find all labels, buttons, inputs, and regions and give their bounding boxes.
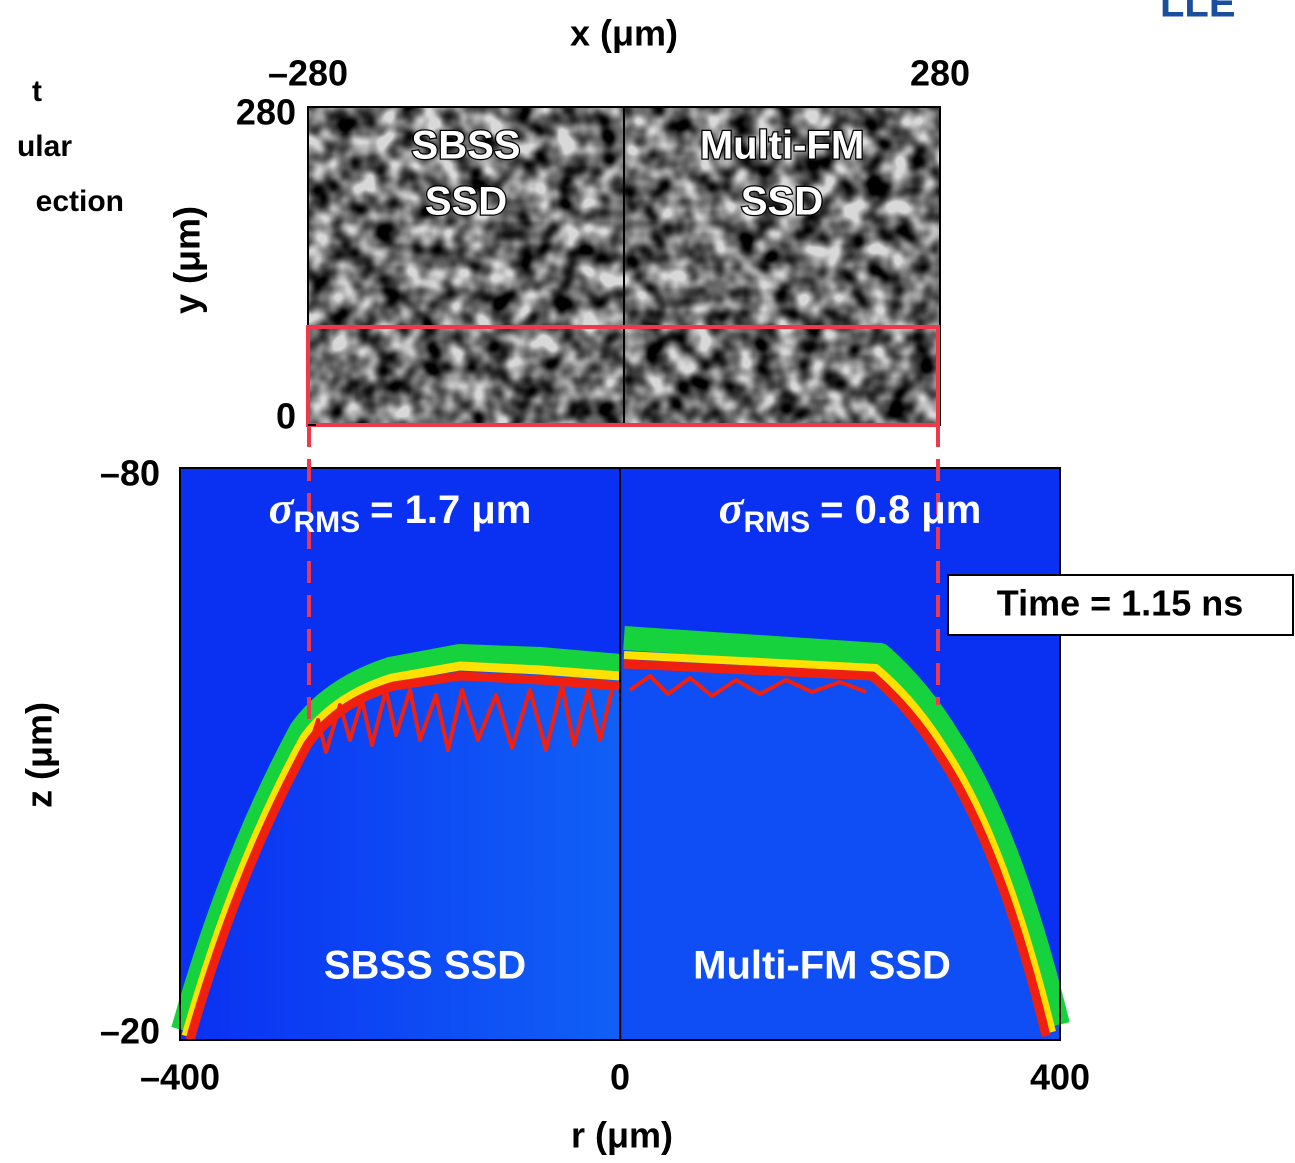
side-note: ection	[36, 185, 124, 218]
x-tick-label: 280	[910, 53, 970, 94]
front-yellow	[623, 651, 1056, 1033]
subscript: RMS	[293, 506, 360, 539]
sigma-annotation: σRMS = 0.8 μm	[719, 482, 982, 539]
text: = 0.8 μm	[820, 488, 981, 532]
front-green	[623, 626, 1070, 1028]
logo: LLE	[1160, 0, 1236, 26]
x-tick-label: –400	[140, 1057, 220, 1098]
sigma-annotation: σRMS = 1.7 μm	[269, 482, 532, 539]
x-axis-label: r (μm)	[571, 1115, 673, 1156]
front-yellow	[181, 661, 621, 1038]
front-green	[171, 644, 621, 1033]
time-box	[947, 574, 1294, 636]
annotation: Multi-FM	[700, 124, 864, 168]
symbol: σ	[269, 482, 295, 533]
annotation: SBSS	[412, 124, 521, 168]
x-tick-label: –280	[268, 53, 348, 94]
y-axis-label: y (μm)	[167, 206, 208, 314]
y-tick-label: –20	[100, 1011, 160, 1052]
front-red	[623, 659, 1051, 1038]
subscript: RMS	[743, 506, 810, 539]
annotation: SSD	[741, 180, 823, 224]
panel-label: Multi-FM SSD	[693, 944, 951, 988]
x-axis-label: x (μm)	[570, 13, 678, 54]
y-tick-label: 0	[276, 396, 296, 437]
text: = 1.7 μm	[370, 488, 531, 532]
x-tick-label: 400	[1030, 1057, 1090, 1098]
panel-label: SBSS SSD	[324, 944, 526, 988]
y-tick-label: –80	[100, 453, 160, 494]
selection-box	[306, 325, 940, 427]
front-red	[185, 671, 621, 1042]
side-note: t	[32, 75, 42, 108]
front-spikes	[628, 674, 867, 698]
annotation: SSD	[425, 180, 507, 224]
front	[171, 626, 1070, 1042]
symbol: σ	[719, 482, 745, 533]
time-label: Time = 1.15 ns	[997, 583, 1243, 624]
panel-annotations: SBSS SSD Multi-FM SSD	[410, 122, 865, 225]
y-axis-label: z (μm)	[19, 702, 60, 808]
x-tick-label: 0	[610, 1057, 630, 1098]
front-spikes	[308, 683, 614, 754]
side-note: ular	[17, 130, 72, 163]
y-tick-label: 280	[236, 92, 296, 133]
